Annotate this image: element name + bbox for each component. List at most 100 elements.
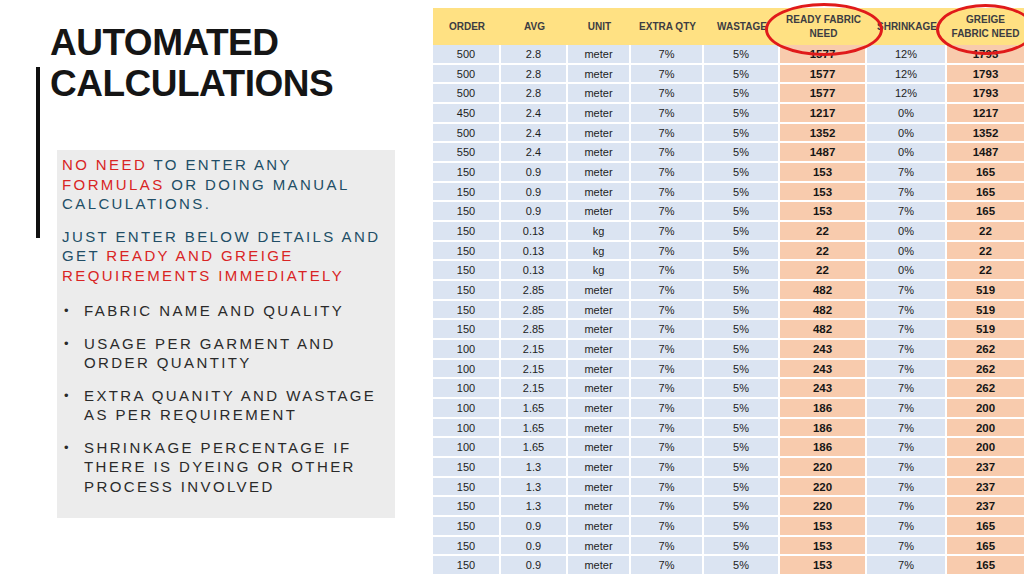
- table-cell: 7%: [631, 242, 704, 260]
- table-cell: 1.65: [501, 438, 568, 456]
- table-row: 4502.4meter7%5%12170%1217: [433, 104, 1024, 124]
- table-cell: 200: [947, 399, 1024, 417]
- table-cell: 7%: [867, 340, 947, 358]
- table-cell: 5%: [704, 242, 780, 260]
- table-cell: 100: [433, 340, 501, 358]
- table-cell: 237: [947, 458, 1024, 476]
- table-row: 1500.13kg7%5%220%22: [433, 261, 1024, 281]
- table-cell: 22: [947, 242, 1024, 260]
- intro-text-segment: TO ENTER ANY: [153, 156, 291, 173]
- table-cell: 1487: [780, 143, 867, 161]
- table-cell: 5%: [704, 537, 780, 555]
- table-cell: 7%: [631, 65, 704, 83]
- table-cell: 1793: [947, 84, 1024, 102]
- table-cell: 7%: [631, 222, 704, 240]
- table-cell: 550: [433, 143, 501, 161]
- table-cell: 7%: [631, 183, 704, 201]
- bullet-item: •FABRIC NAME AND QUALITY: [62, 301, 389, 321]
- table-cell: 1.65: [501, 419, 568, 437]
- table-cell: 519: [947, 320, 1024, 338]
- table-cell: 500: [433, 124, 501, 142]
- table-cell: 262: [947, 379, 1024, 397]
- table-cell: 7%: [867, 458, 947, 476]
- table-cell: 150: [433, 458, 501, 476]
- bullet-dot: •: [64, 438, 71, 458]
- title-accent-bar: [36, 67, 40, 238]
- table-row: 1002.15meter7%5%2437%262: [433, 340, 1024, 360]
- table-header: ORDERAVGUNITEXTRA QTYWASTAGEREADY FABRIC…: [433, 8, 1024, 45]
- table-cell: 7%: [631, 340, 704, 358]
- table-cell: 100: [433, 438, 501, 456]
- table-cell: 5%: [704, 399, 780, 417]
- table-cell: kg: [568, 242, 631, 260]
- table-cell: 500: [433, 65, 501, 83]
- table-cell: 1.3: [501, 458, 568, 476]
- table-body: 5002.8meter7%5%157712%17935002.8meter7%5…: [433, 45, 1024, 574]
- table-cell: 165: [947, 183, 1024, 201]
- header-cell: AVG: [501, 8, 568, 45]
- table-row: 1501.3meter7%5%2207%237: [433, 458, 1024, 478]
- table-cell: 7%: [631, 163, 704, 181]
- table-cell: 7%: [631, 104, 704, 122]
- table-cell: 2.8: [501, 45, 568, 63]
- table-cell: meter: [568, 143, 631, 161]
- table-cell: 5%: [704, 301, 780, 319]
- table-cell: 5%: [704, 84, 780, 102]
- table-cell: 100: [433, 379, 501, 397]
- table-cell: 150: [433, 281, 501, 299]
- header-cell: ORDER: [433, 8, 501, 45]
- table-cell: 243: [780, 360, 867, 378]
- table-row: 1500.9meter7%5%1537%165: [433, 517, 1024, 537]
- table-cell: 2.85: [501, 320, 568, 338]
- table-cell: meter: [568, 163, 631, 181]
- table-cell: meter: [568, 438, 631, 456]
- table-row: 5502.4meter7%5%14870%1487: [433, 143, 1024, 163]
- table-cell: 2.85: [501, 281, 568, 299]
- table-cell: 7%: [631, 301, 704, 319]
- table-cell: 5%: [704, 261, 780, 279]
- table-cell: 7%: [867, 419, 947, 437]
- table-row: 1500.9meter7%5%1537%165: [433, 202, 1024, 222]
- table-row: 1502.85meter7%5%4827%519: [433, 320, 1024, 340]
- intro-paragraph-1: NO NEED TO ENTER ANY FORMULAS OR DOING M…: [62, 155, 389, 214]
- table-cell: 7%: [867, 202, 947, 220]
- table-cell: 7%: [867, 478, 947, 496]
- table-cell: 7%: [631, 478, 704, 496]
- table-cell: 7%: [631, 399, 704, 417]
- table-cell: 200: [947, 419, 1024, 437]
- table-cell: 7%: [631, 143, 704, 161]
- table-cell: 7%: [867, 281, 947, 299]
- table-cell: 5%: [704, 497, 780, 515]
- table-cell: 7%: [631, 84, 704, 102]
- table-cell: 0.13: [501, 261, 568, 279]
- table-cell: 0.9: [501, 517, 568, 535]
- table-cell: 0%: [867, 242, 947, 260]
- table-cell: 150: [433, 478, 501, 496]
- table-cell: 220: [780, 458, 867, 476]
- table-row: 1500.9meter7%5%1537%165: [433, 556, 1024, 574]
- table-row: 1500.9meter7%5%1537%165: [433, 163, 1024, 183]
- table-cell: meter: [568, 84, 631, 102]
- table-cell: 165: [947, 537, 1024, 555]
- table-cell: 5%: [704, 458, 780, 476]
- table-cell: 150: [433, 183, 501, 201]
- table-cell: 100: [433, 419, 501, 437]
- table-cell: 5%: [704, 104, 780, 122]
- table-row: 5002.4meter7%5%13520%1352: [433, 124, 1024, 144]
- table-cell: 7%: [867, 556, 947, 574]
- table-cell: 150: [433, 517, 501, 535]
- table-cell: 7%: [867, 537, 947, 555]
- table-row: 5002.8meter7%5%157712%1793: [433, 84, 1024, 104]
- table-cell: 165: [947, 517, 1024, 535]
- table-cell: 12%: [867, 45, 947, 63]
- table-cell: 22: [780, 242, 867, 260]
- table-cell: 1352: [780, 124, 867, 142]
- table-cell: 150: [433, 320, 501, 338]
- table-cell: 22: [780, 222, 867, 240]
- table-cell: 186: [780, 419, 867, 437]
- table-cell: 5%: [704, 556, 780, 574]
- table-cell: 150: [433, 261, 501, 279]
- table-cell: 0.9: [501, 183, 568, 201]
- table-cell: 1793: [947, 45, 1024, 63]
- table-cell: 482: [780, 301, 867, 319]
